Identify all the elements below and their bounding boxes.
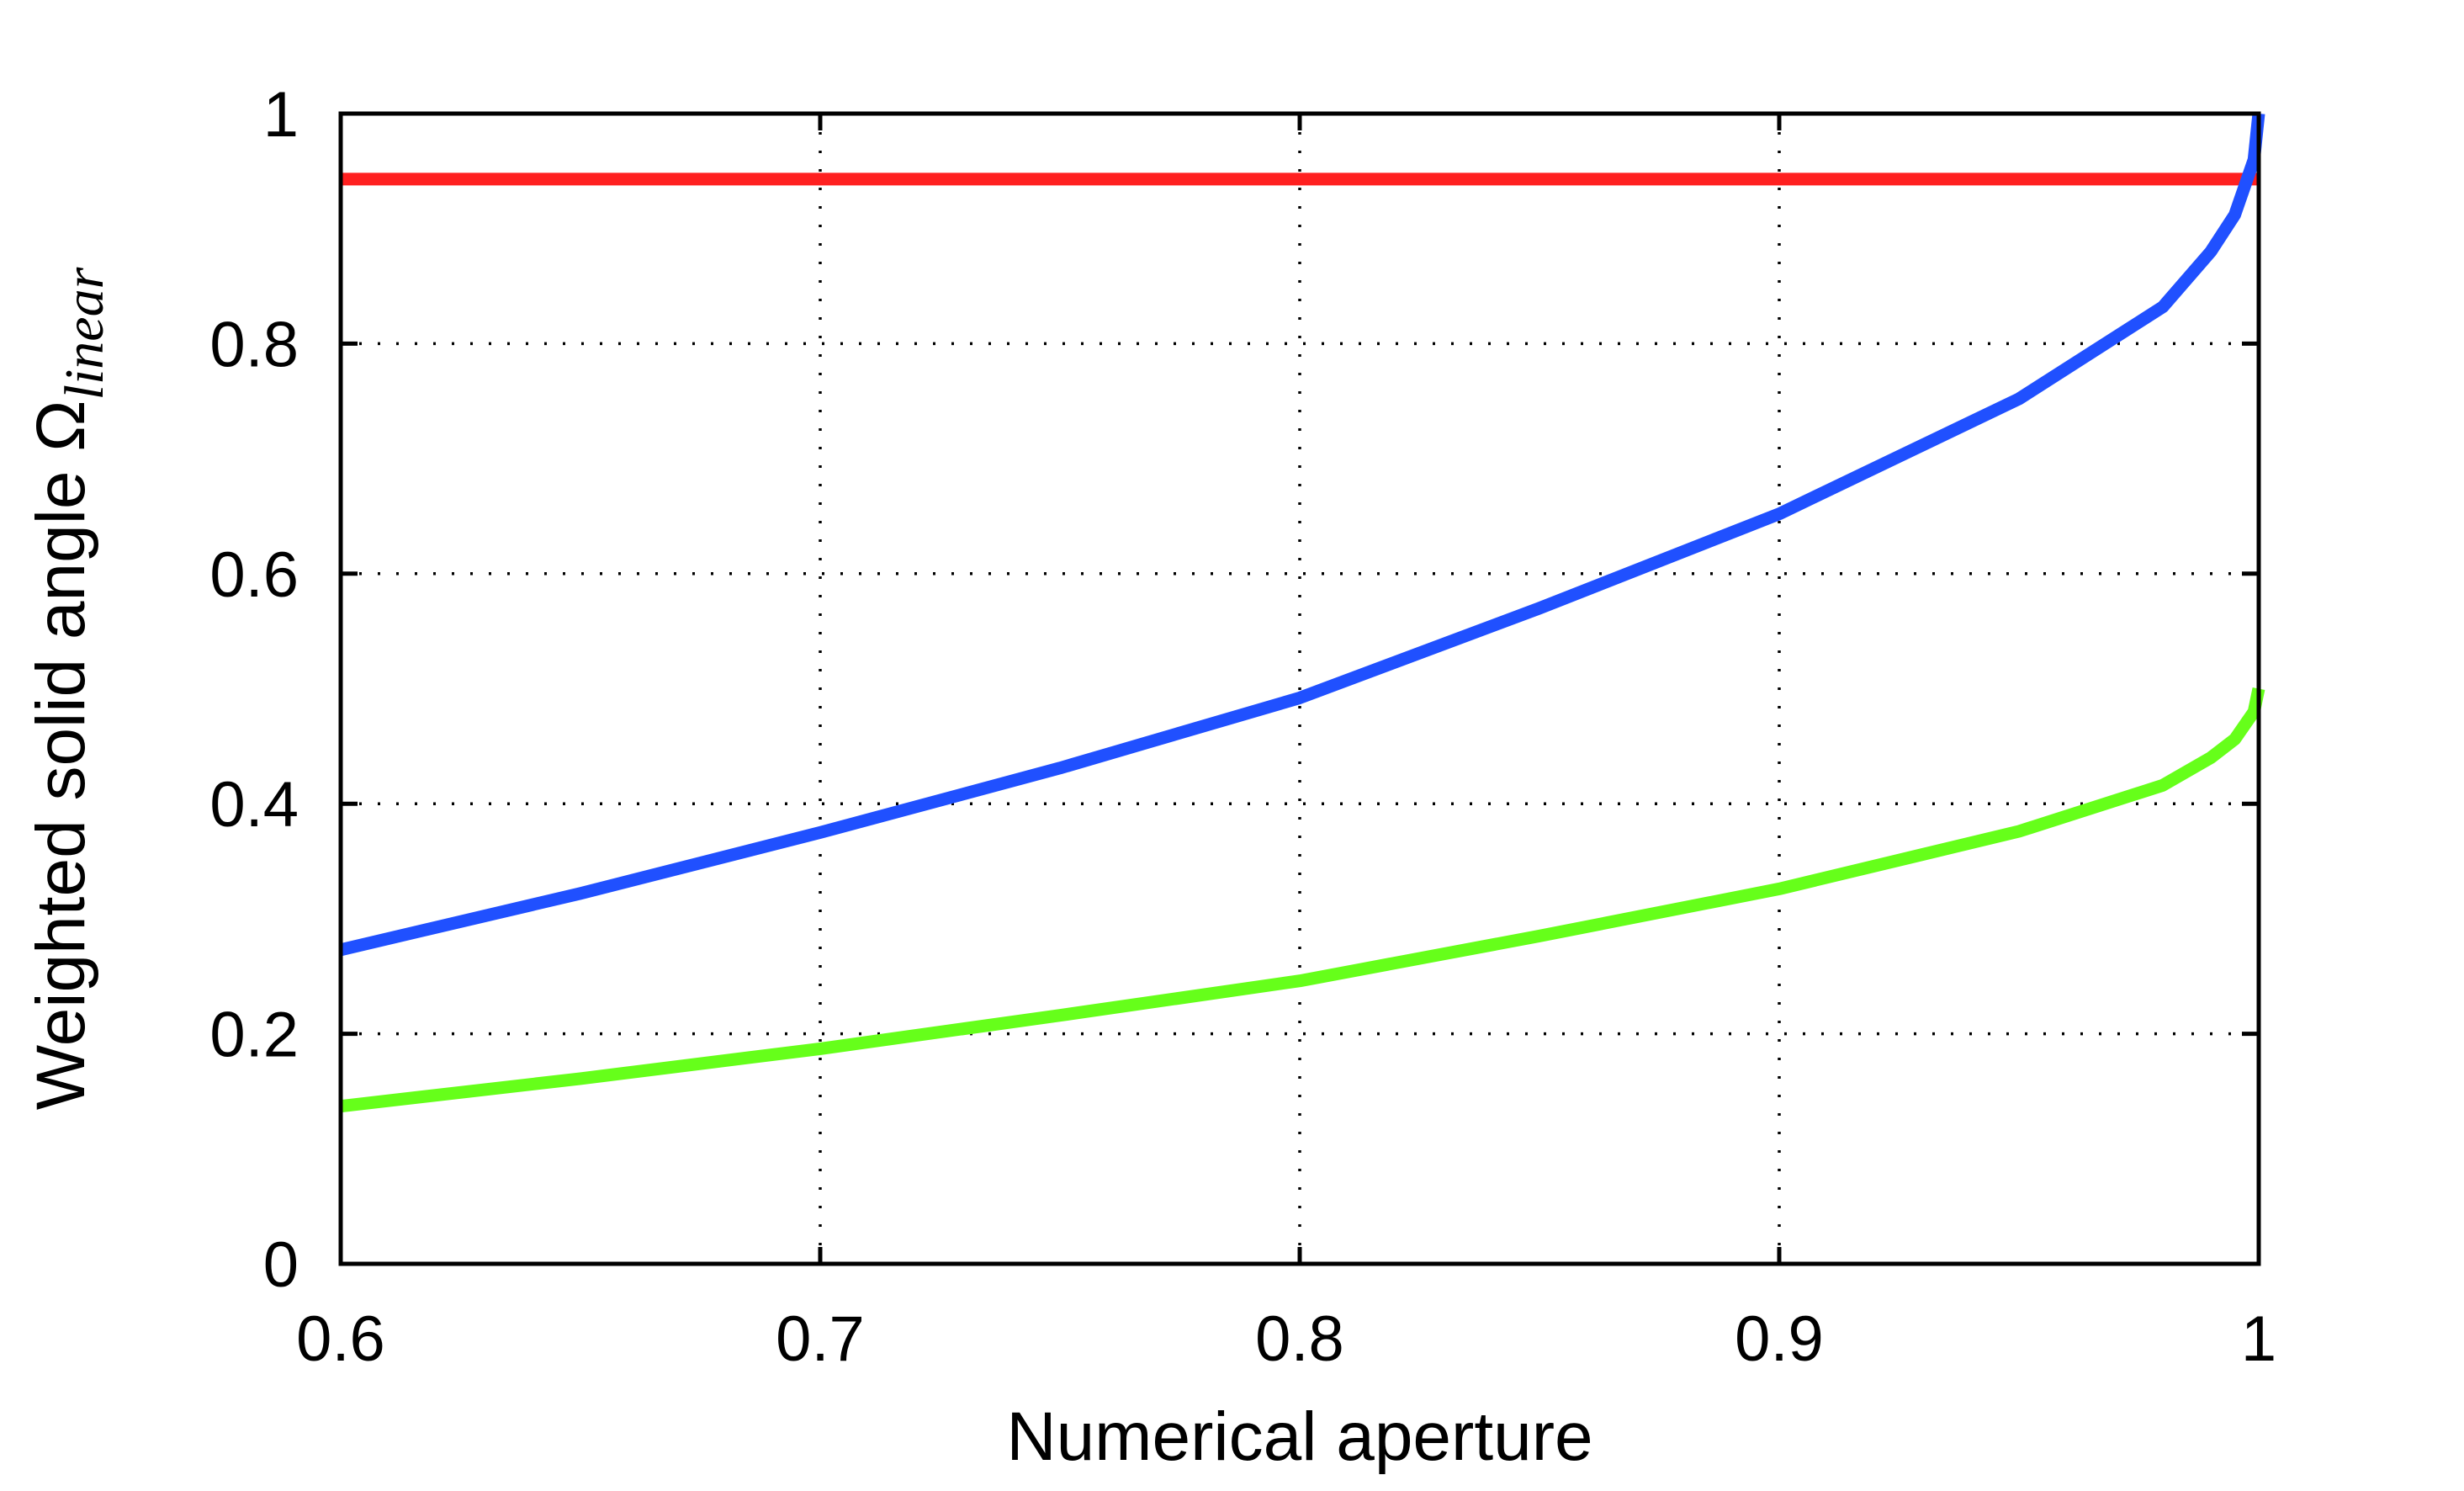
y-tick-label: 1 (263, 79, 299, 151)
y-tick-label: 0.6 (209, 539, 299, 611)
grid-layer (341, 114, 2259, 1264)
x-tick-label: 1 (2241, 1303, 2276, 1375)
x-tick-label: 0.8 (1255, 1303, 1344, 1375)
x-axis-title: Numerical aperture (1006, 1398, 1592, 1475)
y-tick-label: 0 (263, 1229, 299, 1301)
tick-layer (338, 111, 2261, 1266)
x-tick-label: 0.9 (1735, 1303, 1824, 1375)
y-tick-label: 0.8 (209, 309, 299, 380)
series-layer (339, 113, 2265, 1113)
y-axis-title-main: Weighted solid angle Ω (23, 400, 99, 1110)
series-line-2 (339, 113, 2265, 957)
x-tick-label: 0.6 (296, 1303, 385, 1375)
y-axis-title-subscript: linear (54, 267, 115, 400)
y-tick-label: 0.4 (209, 769, 299, 841)
tick-label-layer: 0.6 0.7 0.8 0.9 1 0 0.2 0.4 0.6 0.8 1 (209, 79, 2276, 1375)
series-line-3 (340, 687, 2265, 1113)
x-tick-label: 0.7 (776, 1303, 865, 1375)
y-axis-title: Weighted solid angle Ωlinear (23, 267, 115, 1110)
y-tick-label: 0.2 (209, 1000, 299, 1071)
